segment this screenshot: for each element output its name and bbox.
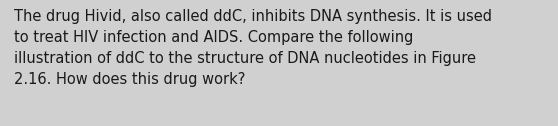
Text: The drug Hivid, also called ddC, inhibits DNA synthesis. It is used
to treat HIV: The drug Hivid, also called ddC, inhibit… [14, 9, 492, 87]
